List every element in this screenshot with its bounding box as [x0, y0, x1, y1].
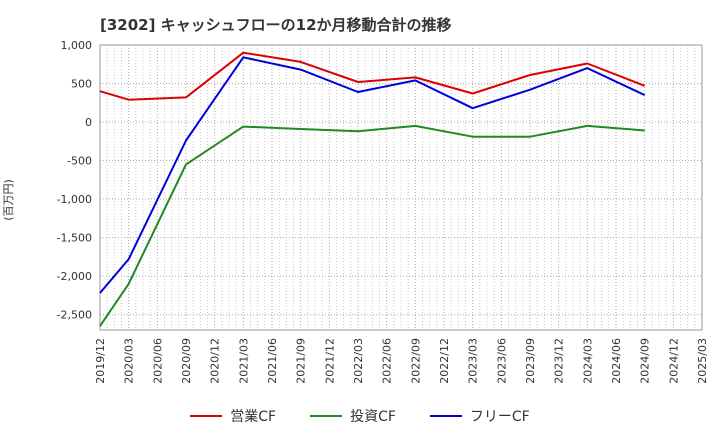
x-tick-label: 2021/03	[237, 338, 250, 384]
x-tick-label: 2023/12	[553, 338, 566, 384]
series-line-投資CF	[99, 124, 645, 327]
x-tick-label: 2022/06	[381, 338, 394, 384]
grid	[99, 44, 703, 330]
x-tick-label: 2020/09	[180, 338, 193, 384]
series-lines	[99, 51, 646, 327]
y-tick-label: -500	[67, 155, 92, 168]
x-tick-label: 2019/12	[94, 338, 107, 384]
legend: 営業CF 投資CF フリーCF	[0, 404, 720, 428]
y-tick-label: 500	[71, 78, 92, 91]
x-tick-label: 2024/03	[581, 338, 594, 384]
legend-item: 投資CF	[310, 406, 396, 426]
y-ticks: 1,000 500 0 -500 -1,000 -1,500 -2,000 -2,500	[57, 39, 92, 322]
x-tick-label: 2022/12	[438, 338, 451, 384]
legend-swatch	[429, 415, 462, 417]
y-tick-label: -2,000	[57, 270, 92, 283]
legend-label: 営業CF	[230, 409, 277, 425]
x-tick-label: 2020/12	[209, 338, 222, 384]
x-tick-label: 2023/09	[524, 338, 537, 384]
x-tick-label: 2025/03	[696, 338, 709, 384]
x-tick-label: 2021/06	[266, 338, 279, 384]
legend-label: フリーCF	[469, 409, 530, 425]
x-ticks: 2019/12 2020/03 2020/06 2020/09 2020/12 2021/…	[94, 338, 709, 384]
y-tick-label: -1,500	[57, 232, 92, 245]
y-tick-label: 1,000	[61, 39, 93, 52]
chart-title: [3202] キャッシュフローの12か月移動合計の推移	[100, 16, 452, 34]
x-tick-label: 2023/06	[495, 338, 508, 384]
x-tick-label: 2022/09	[409, 338, 422, 384]
x-tick-label: 2020/03	[123, 338, 136, 384]
x-tick-label: 2022/03	[352, 338, 365, 384]
legend-item: 営業CF	[190, 406, 276, 426]
series-line-フリーCF	[99, 56, 646, 294]
x-tick-label: 2024/09	[639, 338, 652, 384]
x-tick-label: 2024/06	[610, 338, 623, 384]
y-tick-label: -2,500	[57, 309, 92, 322]
legend-label: 投資CF	[350, 409, 396, 425]
series-line-営業CF	[99, 51, 646, 101]
y-tick-label: 0	[85, 116, 92, 129]
x-tick-label: 2024/12	[667, 338, 680, 384]
legend-swatch	[190, 415, 223, 417]
plot-frame	[99, 44, 703, 331]
x-tick-label: 2021/09	[295, 338, 308, 384]
x-tick-label: 2021/12	[323, 338, 336, 384]
x-tick-label: 2020/06	[151, 338, 164, 384]
legend-item: フリーCF	[429, 406, 530, 426]
y-axis-label: (百万円)	[2, 179, 15, 221]
y-tick-label: -1,000	[57, 193, 92, 206]
x-tick-label: 2023/03	[467, 338, 480, 384]
legend-swatch	[310, 415, 343, 417]
